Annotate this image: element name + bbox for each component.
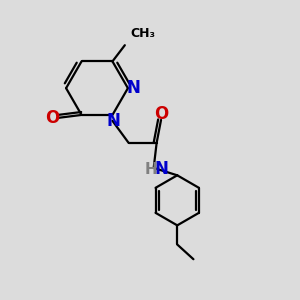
Text: N: N — [127, 79, 141, 97]
Text: O: O — [46, 109, 60, 127]
Text: O: O — [154, 105, 169, 123]
Text: H: H — [144, 162, 157, 177]
Text: N: N — [106, 112, 120, 130]
Text: N: N — [154, 160, 168, 178]
Text: CH₃: CH₃ — [130, 27, 155, 40]
